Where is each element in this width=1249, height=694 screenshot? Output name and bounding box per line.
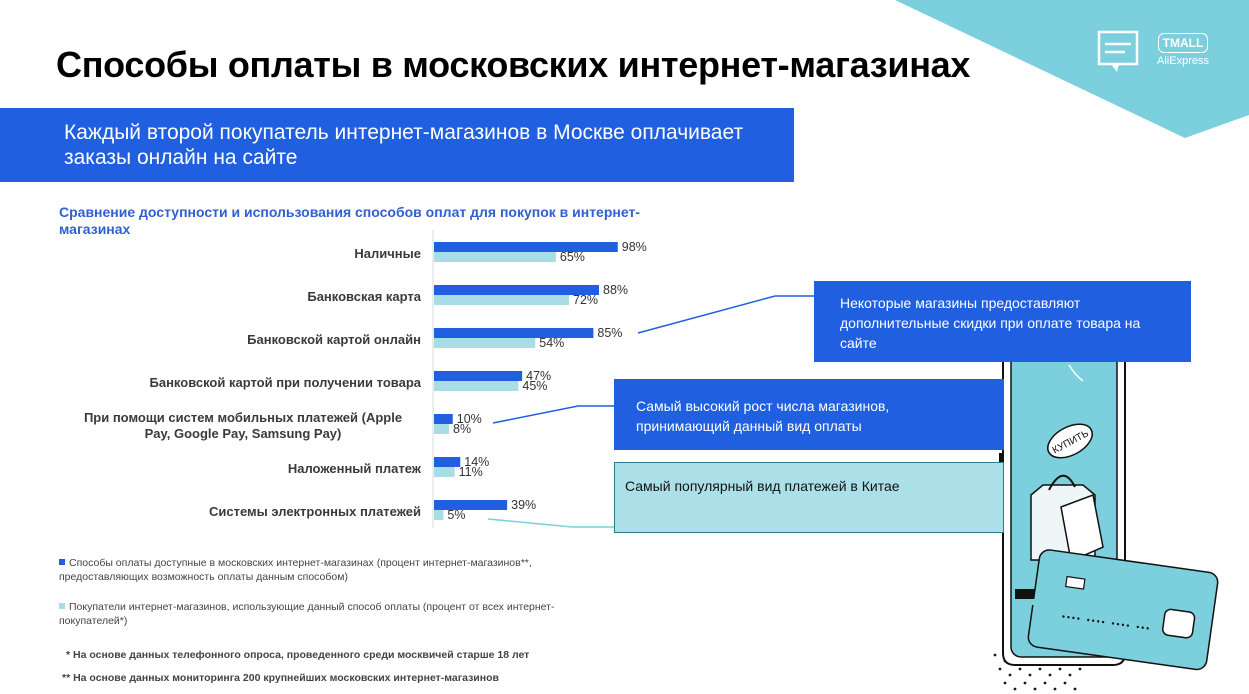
bar-series1-5 <box>434 457 461 467</box>
aliexpress-logo-text: AliExpress <box>1157 55 1209 67</box>
value-label-series1-3: 47% <box>526 369 551 383</box>
bank-card-icon <box>1027 549 1219 671</box>
category-label-6: Системы электронных платежей <box>209 504 421 519</box>
category-label-0: Наличные <box>354 246 421 261</box>
callout-discounts: Некоторые магазины предоставляют дополни… <box>814 281 1191 362</box>
payment-methods-bar-chart: Наличные 98% 65% Банковская карта 88% 72% Банк… <box>84 230 647 528</box>
value-label-series2-2: 54% <box>539 336 564 350</box>
category-label-3: Банковской картой при получении товара <box>150 375 422 390</box>
callout-growth: Самый высокий рост числа магазинов, прин… <box>614 379 1004 450</box>
bar-series2-5 <box>434 467 455 477</box>
bar-series2-6 <box>434 510 444 520</box>
value-label-series1-0: 98% <box>622 240 647 254</box>
value-label-series2-6: 5% <box>447 508 465 522</box>
category-label-5: Наложенный платеж <box>288 461 422 476</box>
legend-label-available: Способы оплаты доступные в московских ин… <box>59 557 532 583</box>
legend-swatch-light <box>59 603 65 609</box>
bar-series2-2 <box>434 338 536 348</box>
bar-series1-0 <box>434 242 618 252</box>
category-label-1: Банковская карта <box>307 289 421 304</box>
footnote-survey: * На основе данных телефонного опроса, п… <box>66 649 530 661</box>
value-label-series1-1: 88% <box>603 283 628 297</box>
bar-series2-4 <box>434 424 449 434</box>
phone-illustration: КУПИТЬ <box>993 336 1219 691</box>
value-label-series1-4: 10% <box>457 412 482 426</box>
page-title: Способы оплаты в московских интернет-маг… <box>56 44 971 85</box>
bar-series1-4 <box>434 414 453 424</box>
footnote-monitoring: ** На основе данных мониторинга 200 круп… <box>62 672 499 684</box>
value-label-series1-6: 39% <box>511 498 536 512</box>
value-label-series2-0: 65% <box>560 250 585 264</box>
value-label-series2-4: 8% <box>453 422 471 436</box>
value-label-series2-1: 72% <box>573 293 598 307</box>
chat-logo-icon <box>1097 30 1139 72</box>
bar-series2-1 <box>434 295 569 305</box>
bar-series2-3 <box>434 381 519 391</box>
bar-series1-2 <box>434 328 594 338</box>
shopping-bag-icon <box>1030 474 1104 563</box>
category-label-4: При помощи систем мобильных платежей (Ap… <box>84 410 402 425</box>
value-label-series1-5: 14% <box>464 455 489 469</box>
legend-item-available: Способы оплаты доступные в московских ин… <box>59 556 619 584</box>
tmall-logo-text: TMALL <box>1157 33 1209 53</box>
category-label-4: Pay, Google Pay, Samsung Pay) <box>145 426 342 441</box>
value-label-series2-5: 11% <box>459 465 483 479</box>
tmall-aliexpress-logo: TMALL AliExpress <box>1155 33 1211 77</box>
bar-series1-3 <box>434 371 523 381</box>
bar-series1-1 <box>434 285 599 295</box>
subtitle-banner <box>0 108 794 182</box>
value-label-series2-3: 45% <box>522 379 547 393</box>
subtitle-text: Каждый второй покупатель интернет-магази… <box>64 121 744 169</box>
value-label-series1-2: 85% <box>597 326 622 340</box>
chart-title: Сравнение доступности и использования сп… <box>59 204 640 237</box>
callout-china: Самый популярный вид платежей в Китае <box>614 462 1004 533</box>
legend-item-used: Покупатели интернет-магазинов, использую… <box>59 600 619 628</box>
legend-swatch-blue <box>59 559 65 565</box>
legend-label-used: Покупатели интернет-магазинов, использую… <box>59 601 555 627</box>
category-label-2: Банковской картой онлайн <box>247 332 421 347</box>
bar-series1-6 <box>434 500 508 510</box>
bar-series2-0 <box>434 252 556 262</box>
